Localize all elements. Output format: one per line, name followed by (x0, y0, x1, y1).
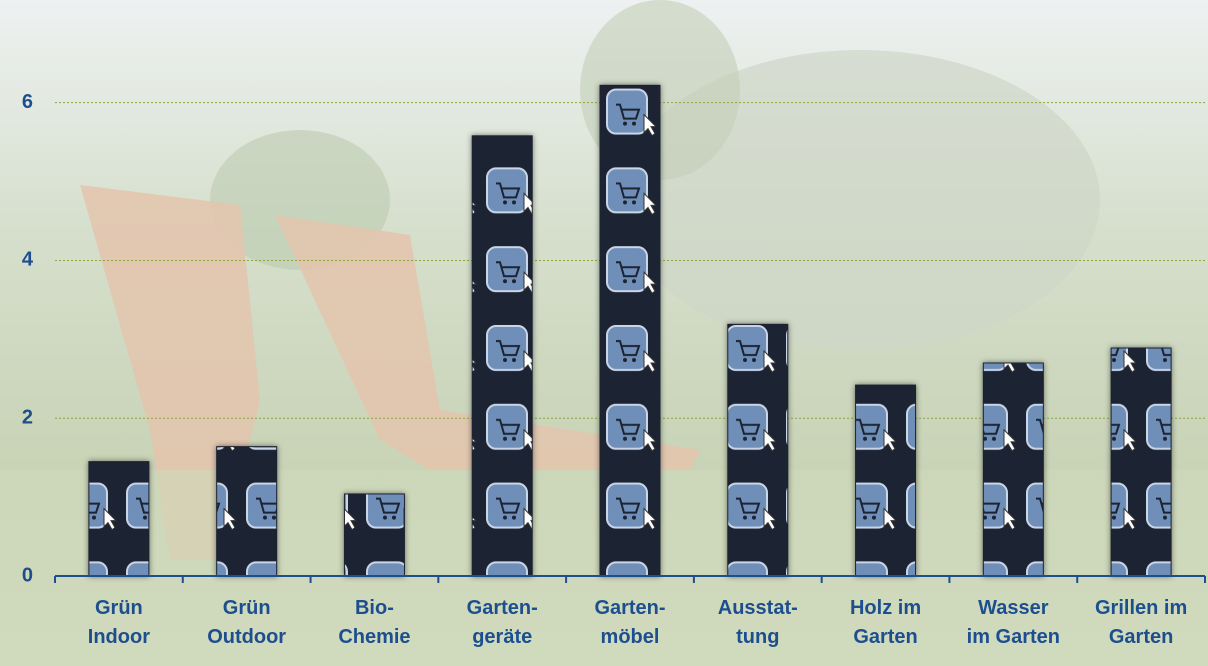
x-tick-label: Grün Outdoor (207, 597, 287, 648)
x-tick-label: Wasser im Garten (966, 597, 1060, 648)
x-tick-label: Grün Indoor (87, 597, 150, 648)
x-tick-label: Garten- möbel (594, 597, 666, 648)
x-tick-label: Bio- Chemie (338, 597, 411, 648)
bench (275, 215, 700, 470)
x-tick-label: Ausstat- tung (717, 597, 798, 648)
bar (727, 323, 789, 577)
bar (855, 384, 917, 577)
bar (982, 362, 1044, 577)
bar (343, 493, 405, 577)
y-tick-label: 0 (22, 564, 33, 586)
x-tick-label: Holz im Garten (849, 597, 922, 648)
bar (1110, 347, 1172, 577)
y-tick-label: 4 (22, 249, 34, 271)
bar (216, 446, 278, 577)
bush (620, 50, 1100, 350)
y-tick-label: 6 (22, 91, 33, 113)
bar (599, 84, 661, 577)
y-tick-label: 2 (22, 407, 33, 429)
bench (80, 185, 260, 560)
bar (88, 461, 150, 577)
x-tick-label: Grillen im Garten (1094, 597, 1188, 648)
bar (471, 135, 533, 577)
x-tick-label: Garten- geräte (466, 597, 538, 648)
